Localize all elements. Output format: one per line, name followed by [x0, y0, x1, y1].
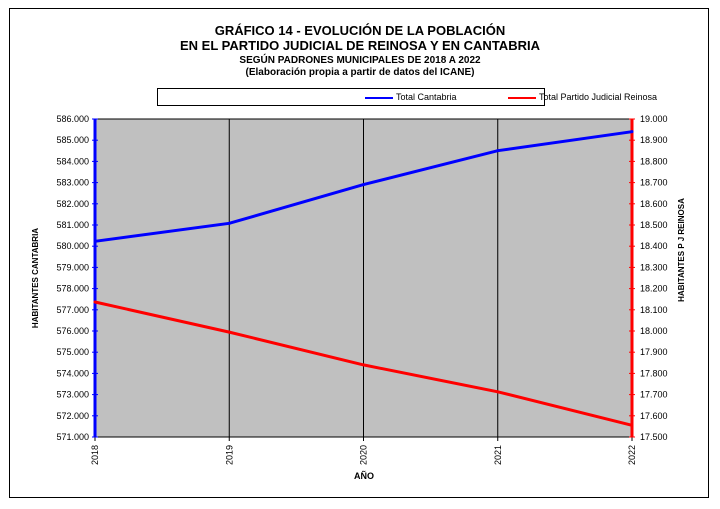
y-right-tick-label: 19.000: [640, 114, 668, 124]
y-left-tick-label: 574.000: [56, 368, 89, 378]
y-right-tick-label: 17.800: [640, 368, 668, 378]
legend-label-cantabria: Total Cantabria: [396, 92, 457, 102]
series-point-cantabria: [496, 149, 500, 153]
y-right-tick-label: 17.700: [640, 390, 668, 400]
x-tick-label: 2020: [359, 445, 369, 465]
y-right-tick-label: 18.800: [640, 156, 668, 166]
y-left-tick-label: 580.000: [56, 241, 89, 251]
x-tick-label: 2018: [90, 445, 100, 465]
chart-subtitle-line-1: SEGÚN PADRONES MUNICIPALES DE 2018 A 202…: [239, 55, 481, 66]
y-left-tick-label: 582.000: [56, 199, 89, 209]
y-left-tick-label: 576.000: [56, 326, 89, 336]
y-right-tick-label: 17.900: [640, 347, 668, 357]
y-right-tick-label: 18.300: [640, 262, 668, 272]
y-left-tick-label: 571.000: [56, 432, 89, 442]
legend-label-reinosa: Total Partido Judicial Reinosa: [539, 92, 658, 102]
series-point-cantabria: [362, 183, 365, 187]
x-tick-label: 2019: [224, 445, 234, 465]
y-left-tick-label: 579.000: [56, 262, 89, 272]
legend-swatch-cantabria: [365, 97, 393, 99]
y-right-tick-label: 17.500: [640, 432, 668, 442]
series-point-reinosa: [496, 390, 500, 394]
y-left-tick-label: 578.000: [56, 284, 89, 294]
y-right-tick-label: 18.900: [640, 135, 668, 145]
series-point-reinosa: [227, 330, 231, 334]
y-right-tick-label: 17.600: [640, 411, 668, 421]
y-right-axis-title: HABITANTES P J REINOSA: [677, 198, 686, 302]
series-point-cantabria: [93, 239, 97, 243]
y-left-tick-label: 581.000: [56, 220, 89, 230]
y-right-tick-label: 18.700: [640, 178, 668, 188]
chart-legend: Total Cantabria Total Partido Judicial R…: [157, 88, 657, 106]
chart-title-line-1: GRÁFICO 14 - EVOLUCIÓN DE LA POBLACIÓN: [214, 23, 506, 38]
series-point-reinosa: [93, 300, 97, 304]
y-left-axis-title: HABITANTES CANTABRIA: [31, 228, 40, 328]
y-left-tick-label: 584.000: [56, 156, 89, 166]
series-point-cantabria: [630, 130, 634, 134]
y-left-tick-label: 586.000: [56, 114, 89, 124]
chart-subtitle-line-2: (Elaboración propia a partir de datos de…: [245, 67, 475, 78]
series-point-reinosa: [630, 423, 634, 427]
x-tick-label: 2021: [493, 445, 503, 465]
series-point-reinosa: [362, 363, 365, 367]
y-left-tick-label: 573.000: [56, 390, 89, 400]
y-left-tick-label: 572.000: [56, 411, 89, 421]
y-right-tick-label: 18.200: [640, 284, 668, 294]
y-right-tick-label: 18.000: [640, 326, 668, 336]
x-axis-title: AÑO: [354, 471, 374, 481]
y-right-tick-label: 18.400: [640, 241, 668, 251]
y-right-tick-label: 18.100: [640, 305, 668, 315]
y-left-tick-label: 585.000: [56, 135, 89, 145]
y-left-tick-label: 575.000: [56, 347, 89, 357]
y-right-tick-label: 18.600: [640, 199, 668, 209]
y-left-tick-label: 577.000: [56, 305, 89, 315]
chart-title-line-2: EN EL PARTIDO JUDICIAL DE REINOSA Y EN C…: [180, 38, 540, 53]
legend-swatch-reinosa: [508, 97, 536, 99]
y-right-tick-label: 18.500: [640, 220, 668, 230]
x-tick-label: 2022: [627, 445, 637, 465]
y-left-tick-label: 583.000: [56, 178, 89, 188]
series-point-cantabria: [227, 221, 231, 225]
